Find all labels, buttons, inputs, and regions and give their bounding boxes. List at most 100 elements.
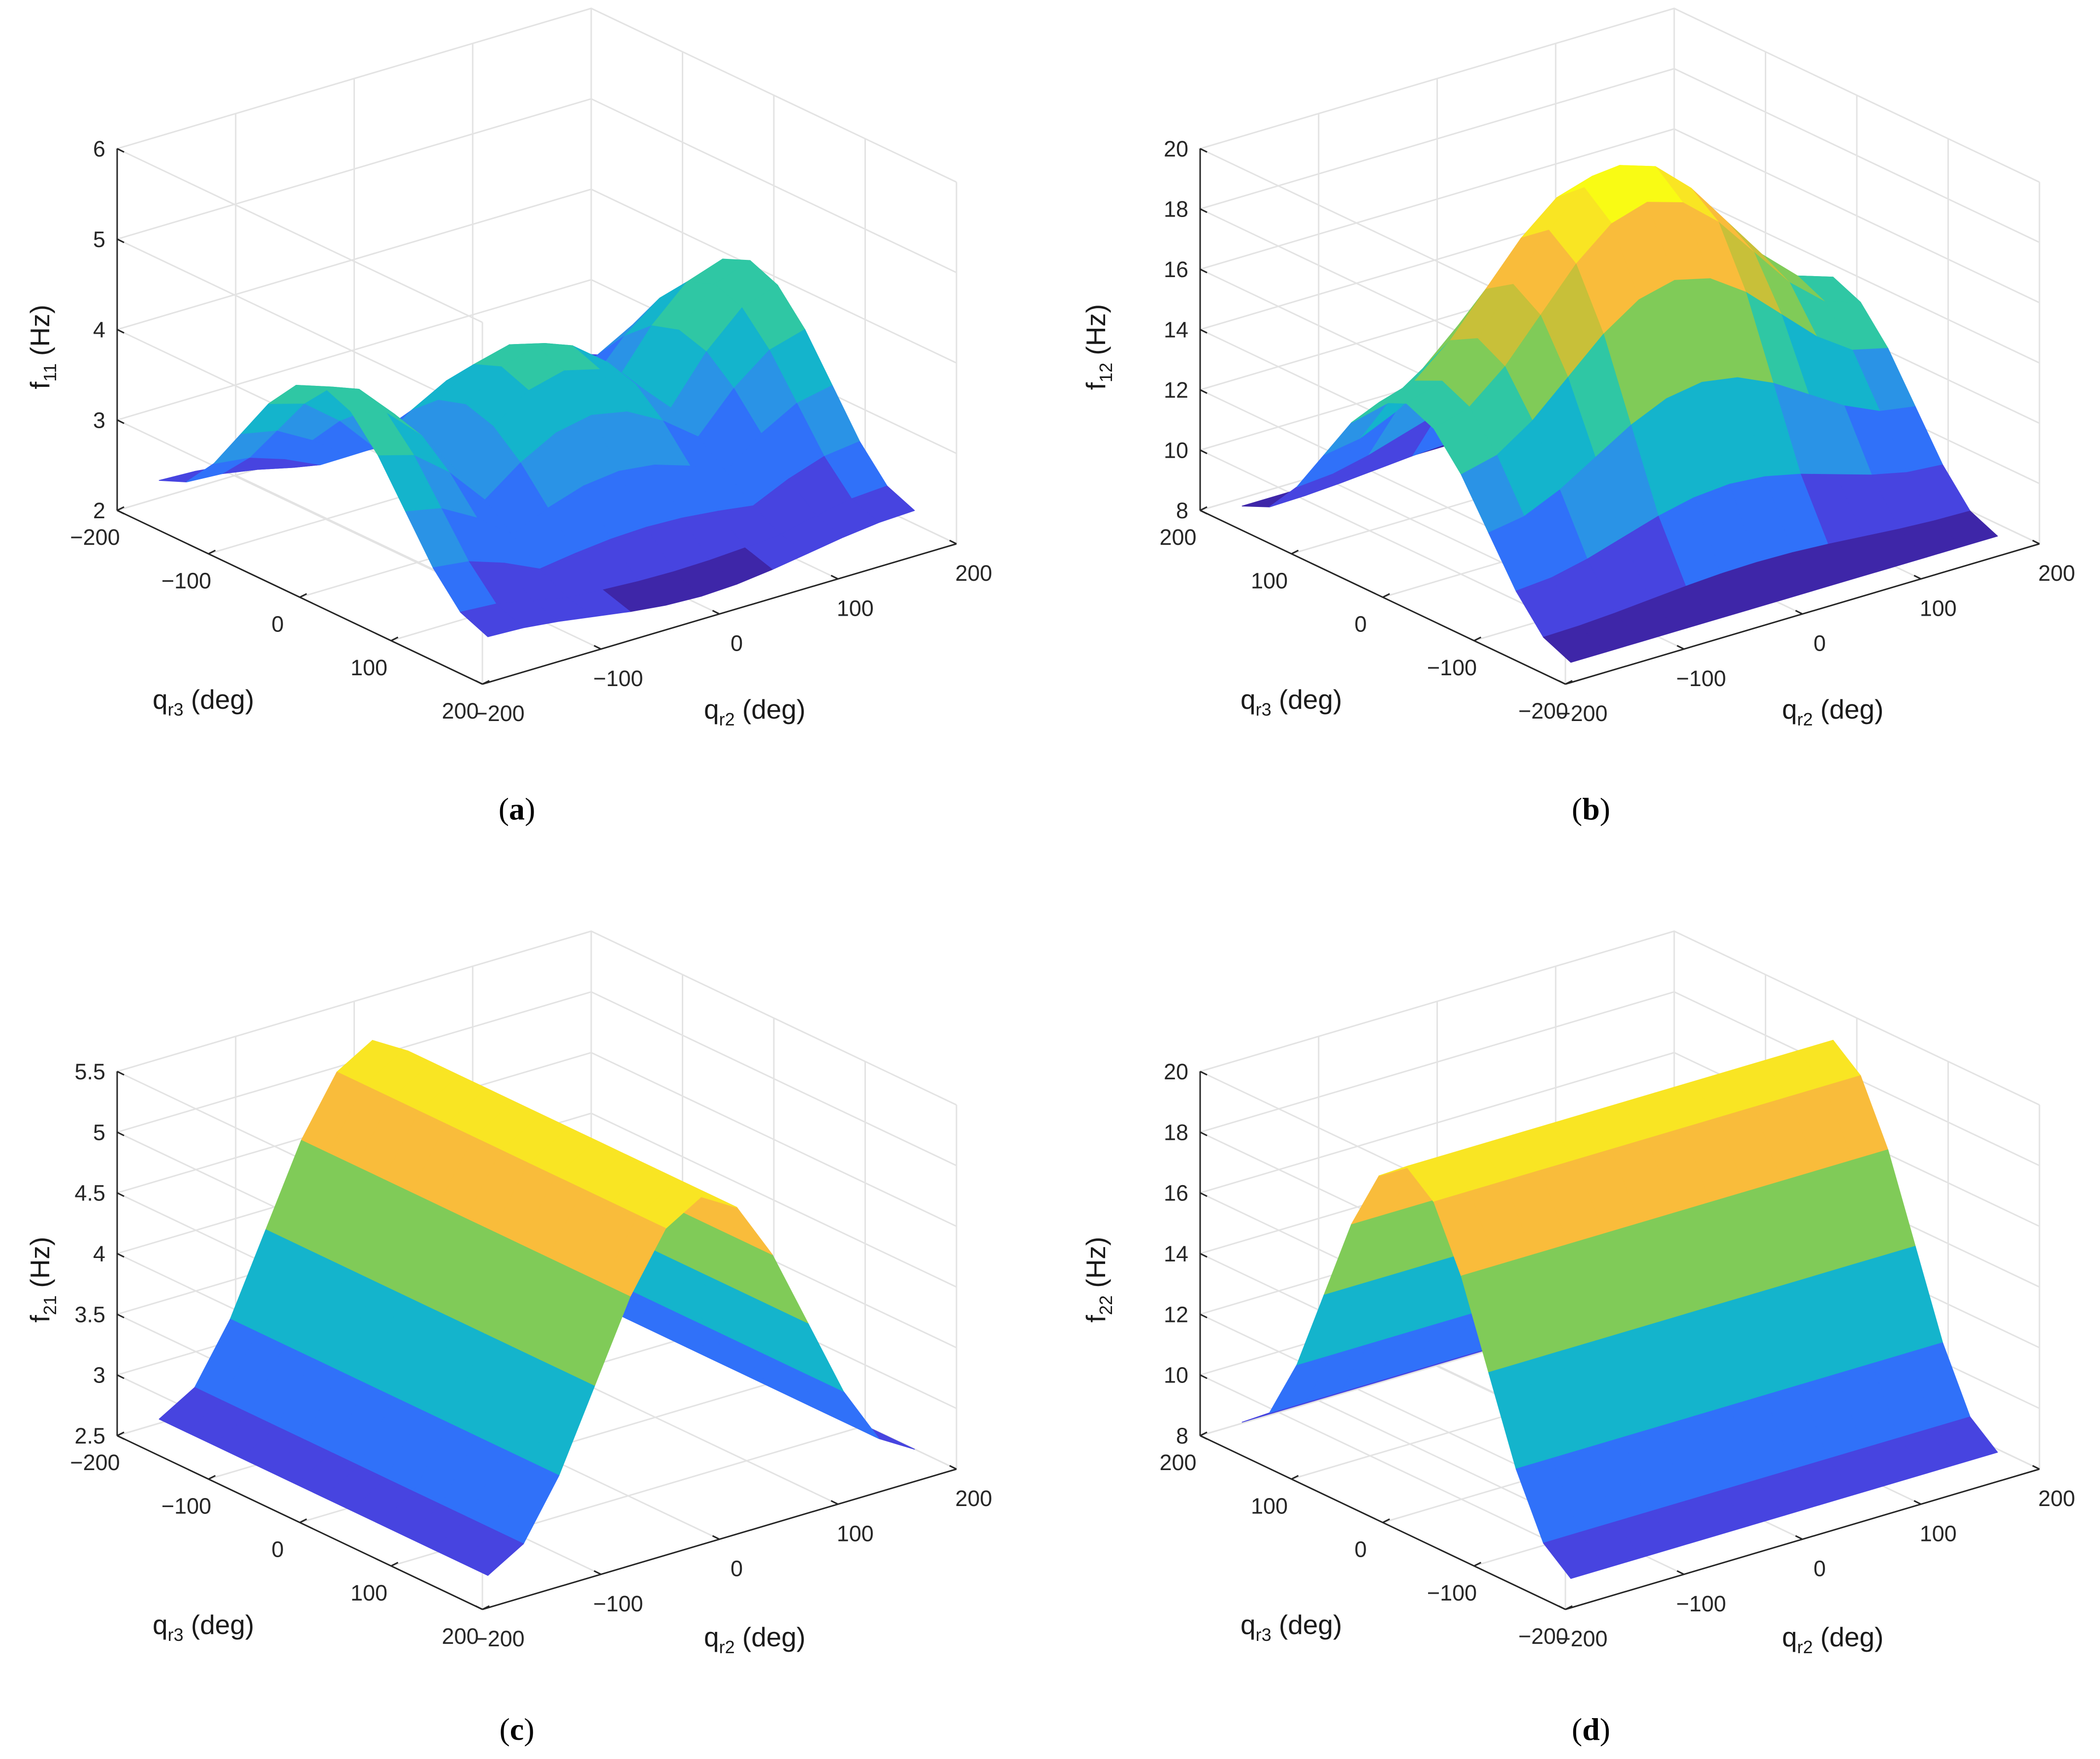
y-tick-label: −200 bbox=[1518, 698, 1568, 723]
z-tick-mark bbox=[1200, 1435, 1208, 1440]
y-tick-label: 100 bbox=[350, 1580, 387, 1605]
axis-lines-c bbox=[116, 1070, 957, 1610]
z-tick-labels-b: 8 10 12 14 16 18 20 bbox=[1164, 136, 1188, 523]
z-tick-mark bbox=[117, 148, 125, 153]
x-tick-mark bbox=[1795, 610, 1803, 615]
surface-mesh-c bbox=[159, 1040, 915, 1576]
y-tick-mark bbox=[1200, 1431, 1208, 1437]
x-tick-label: 200 bbox=[2038, 561, 2075, 586]
z-tick-mark bbox=[1200, 1313, 1208, 1319]
y-tick-mark bbox=[1473, 636, 1482, 642]
z-tick-mark bbox=[117, 1374, 125, 1380]
wall-grid-line bbox=[1198, 128, 2040, 444]
y-tick-labels-d: 200 100 0 −100 −200 bbox=[1159, 1450, 1568, 1649]
panel-caption: (c) bbox=[499, 1712, 534, 1747]
z-tick-mark bbox=[1200, 148, 1208, 153]
x-tick-labels-c: −200 −100 0 100 200 bbox=[475, 1486, 992, 1651]
y-tick-mark bbox=[208, 1475, 216, 1480]
z-tick-label: 2 bbox=[93, 498, 105, 523]
z-tick-mark bbox=[1200, 329, 1208, 334]
x-tick-label: 200 bbox=[2038, 1486, 2075, 1511]
y-tick-labels-b: 200 100 0 −100 −200 bbox=[1159, 525, 1568, 723]
y-tick-label: −100 bbox=[1427, 1580, 1477, 1605]
x-tick-mark bbox=[594, 1570, 602, 1575]
y-tick-label: 0 bbox=[271, 1537, 284, 1562]
z-tick-mark bbox=[1200, 509, 1208, 515]
surface-facet bbox=[1543, 626, 1607, 663]
z-tick-label: 4.5 bbox=[74, 1181, 105, 1206]
z-tick-mark bbox=[117, 419, 125, 424]
x-tick-mark bbox=[712, 610, 720, 615]
y-tick-label: 100 bbox=[350, 655, 387, 680]
x-tick-mark bbox=[594, 645, 602, 650]
x-tick-mark bbox=[2032, 539, 2040, 545]
z-axis-label: f11 (Hz) bbox=[25, 305, 60, 389]
x-axis-label: qr2 (deg) bbox=[704, 694, 805, 729]
x-tick-mark bbox=[712, 1535, 720, 1540]
x-tick-label: −200 bbox=[1558, 701, 1607, 726]
z-tick-label: 14 bbox=[1164, 317, 1188, 343]
z-tick-label: 5 bbox=[93, 227, 105, 252]
z-tick-label: 5 bbox=[93, 1120, 105, 1145]
y-tick-mark bbox=[482, 680, 490, 685]
y-tick-mark bbox=[390, 1562, 399, 1567]
y-tick-label: −200 bbox=[70, 525, 120, 550]
surface-facet bbox=[460, 603, 524, 637]
y-tick-mark bbox=[1565, 1605, 1573, 1610]
z-axis-label: f22 (Hz) bbox=[1081, 1237, 1116, 1322]
x-tick-label: −100 bbox=[1676, 666, 1726, 691]
axis-lines-a bbox=[116, 148, 957, 685]
y-tick-label: 0 bbox=[1354, 612, 1367, 637]
y-tick-label: −200 bbox=[1518, 1624, 1568, 1649]
x-tick-label: 200 bbox=[955, 1486, 992, 1511]
z-tick-label: 12 bbox=[1164, 377, 1188, 403]
z-tick-mark bbox=[1200, 1253, 1208, 1258]
surface-plot-d: −200 −100 0 100 200 200 100 0 −100 −200 … bbox=[1081, 930, 2075, 1747]
y-tick-label: 200 bbox=[442, 698, 478, 723]
z-tick-mark bbox=[117, 1192, 125, 1197]
surface-facet bbox=[1269, 473, 1333, 507]
z-tick-mark bbox=[117, 1435, 125, 1440]
z-tick-mark bbox=[1200, 208, 1208, 213]
y-tick-mark bbox=[1291, 549, 1299, 555]
x-tick-mark bbox=[830, 1500, 838, 1505]
y-tick-labels-a: −200 −100 0 100 200 bbox=[70, 525, 478, 723]
wall-grid-line bbox=[1198, 67, 2040, 383]
z-tick-label: 16 bbox=[1164, 257, 1188, 282]
surface-facet bbox=[460, 1530, 524, 1576]
z-tick-label: 18 bbox=[1164, 1120, 1188, 1145]
z-tick-label: 3.5 bbox=[74, 1302, 105, 1327]
surface-mesh-b bbox=[1241, 165, 1998, 663]
y-tick-mark bbox=[299, 593, 307, 598]
y-tick-mark bbox=[1382, 593, 1390, 598]
y-tick-label: 200 bbox=[1159, 525, 1196, 550]
x-tick-label: 100 bbox=[837, 1521, 874, 1546]
z-tick-labels-d: 8 10 12 14 16 18 20 bbox=[1164, 1059, 1188, 1448]
z-tick-mark bbox=[117, 509, 125, 515]
y-tick-label: −100 bbox=[161, 568, 211, 593]
z-tick-label: 16 bbox=[1164, 1181, 1188, 1206]
z-tick-label: 5.5 bbox=[74, 1059, 105, 1084]
x-tick-mark bbox=[475, 1605, 483, 1610]
x-axis-label: qr2 (deg) bbox=[704, 1622, 805, 1657]
x-tick-mark bbox=[1913, 1500, 1921, 1505]
x-tick-mark bbox=[949, 1465, 957, 1470]
z-tick-label: 10 bbox=[1164, 1363, 1188, 1388]
z-tick-mark bbox=[1200, 449, 1208, 454]
y-tick-label: −100 bbox=[1427, 655, 1477, 680]
x-tick-label: −100 bbox=[1676, 1591, 1726, 1616]
z-tick-mark bbox=[1200, 1131, 1208, 1136]
x-tick-label: −100 bbox=[593, 1591, 643, 1616]
x-tick-labels-a: −200 −100 0 100 200 bbox=[475, 561, 992, 726]
x-tick-mark bbox=[2032, 1465, 2040, 1470]
y-axis-label: qr3 (deg) bbox=[153, 684, 254, 720]
x-tick-labels-b: −200 −100 0 100 200 bbox=[1558, 561, 2075, 726]
wall-grid-line bbox=[1198, 7, 2040, 323]
z-tick-mark bbox=[1200, 1192, 1208, 1197]
y-tick-label: 100 bbox=[1251, 568, 1288, 593]
y-tick-mark bbox=[1473, 1562, 1482, 1567]
x-tick-label: −200 bbox=[475, 701, 524, 726]
x-tick-mark bbox=[1558, 680, 1566, 685]
y-tick-mark bbox=[208, 549, 216, 555]
